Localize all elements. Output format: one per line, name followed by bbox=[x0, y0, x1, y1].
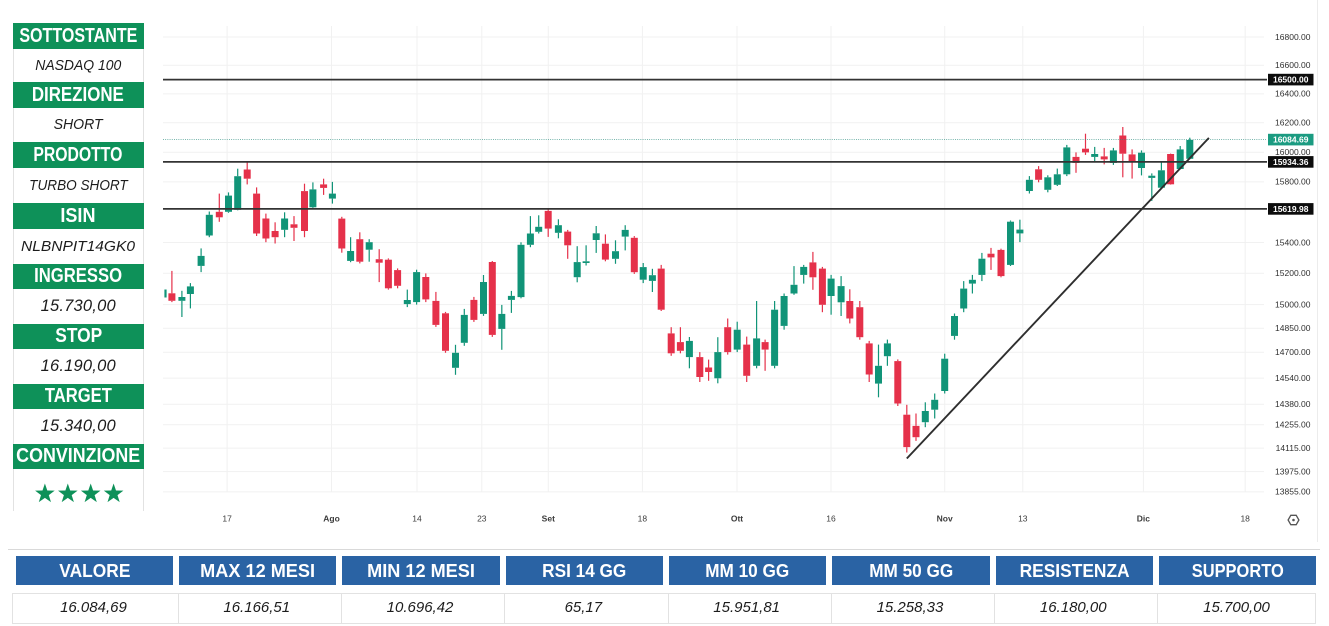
svg-text:14115.00: 14115.00 bbox=[1276, 443, 1311, 453]
svg-text:14540.00: 14540.00 bbox=[1275, 373, 1311, 383]
svg-text:15000.00: 15000.00 bbox=[1275, 299, 1311, 309]
svg-text:Ago: Ago bbox=[323, 514, 340, 524]
svg-text:Dic: Dic bbox=[1137, 514, 1151, 524]
svg-text:14850.00: 14850.00 bbox=[1275, 323, 1311, 333]
svg-text:13855.00: 13855.00 bbox=[1275, 487, 1311, 497]
svg-text:14700.00: 14700.00 bbox=[1275, 347, 1311, 357]
svg-text:14: 14 bbox=[412, 514, 422, 524]
svg-text:14380.00: 14380.00 bbox=[1275, 399, 1311, 409]
svg-text:15934.36: 15934.36 bbox=[1273, 157, 1309, 167]
svg-text:Ott: Ott bbox=[731, 514, 743, 524]
svg-text:16: 16 bbox=[826, 514, 836, 524]
svg-text:16084.69: 16084.69 bbox=[1273, 135, 1309, 145]
svg-text:15800.00: 15800.00 bbox=[1275, 177, 1311, 187]
svg-text:Set: Set bbox=[542, 514, 555, 524]
svg-text:Nov: Nov bbox=[937, 514, 953, 524]
svg-text:18: 18 bbox=[638, 514, 648, 524]
svg-text:14255.00: 14255.00 bbox=[1275, 420, 1311, 430]
svg-text:17: 17 bbox=[222, 514, 232, 524]
svg-text:16200.00: 16200.00 bbox=[1275, 118, 1311, 128]
svg-text:16800.00: 16800.00 bbox=[1275, 32, 1311, 42]
svg-text:13975.00: 13975.00 bbox=[1275, 466, 1311, 476]
svg-text:16500.00: 16500.00 bbox=[1273, 75, 1309, 85]
svg-text:16000.00: 16000.00 bbox=[1275, 147, 1311, 157]
svg-text:16400.00: 16400.00 bbox=[1275, 89, 1311, 99]
svg-text:15619.98: 15619.98 bbox=[1273, 204, 1309, 214]
svg-text:16600.00: 16600.00 bbox=[1275, 60, 1311, 70]
svg-text:15200.00: 15200.00 bbox=[1275, 268, 1311, 278]
svg-text:13: 13 bbox=[1018, 514, 1028, 524]
svg-text:15400.00: 15400.00 bbox=[1275, 237, 1311, 247]
svg-text:23: 23 bbox=[477, 514, 487, 524]
svg-text:18: 18 bbox=[1240, 514, 1250, 524]
